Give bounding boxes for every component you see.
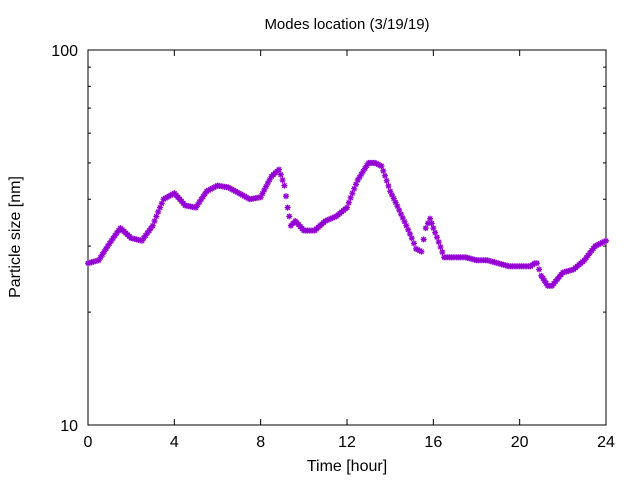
axis-ticks [87, 49, 607, 426]
data-point [281, 182, 288, 189]
x-tick-label: 16 [424, 434, 442, 451]
data-point [420, 236, 427, 243]
x-tick-label: 24 [597, 434, 615, 451]
data-point [383, 177, 390, 184]
y-tick-label: 100 [51, 43, 78, 60]
data-point [284, 204, 291, 211]
data-point [380, 167, 387, 174]
y-tick-label: 10 [60, 418, 78, 435]
data-point [433, 234, 440, 241]
chart-title: Modes location (3/19/19) [264, 16, 429, 33]
data-point [344, 204, 350, 211]
x-tick-label: 20 [511, 434, 529, 451]
data-point [533, 260, 540, 267]
data-point [427, 215, 434, 222]
data-point [422, 225, 429, 232]
x-tick-label: 12 [338, 434, 356, 451]
y-tick-labels: 10 100 [51, 43, 78, 435]
data-point [437, 243, 444, 250]
x-tick-labels: 0 4 8 12 16 20 24 [84, 434, 615, 451]
data-point [345, 199, 352, 206]
data-point [603, 237, 609, 244]
data-point [385, 182, 392, 189]
data-point [277, 171, 284, 178]
data-point [418, 248, 425, 255]
data-point [439, 249, 446, 256]
x-tick-label: 0 [84, 434, 93, 451]
data-point [410, 240, 417, 247]
x-axis-label: Time [hour] [307, 458, 387, 475]
y-axis-label: Particle size [nm] [7, 176, 24, 298]
data-points [85, 159, 609, 289]
x-tick-label: 4 [170, 434, 179, 451]
data-point [283, 193, 290, 200]
data-point [428, 220, 435, 227]
data-point [435, 239, 442, 246]
data-point [286, 213, 293, 220]
x-tick-label: 8 [256, 434, 265, 451]
data-point [149, 222, 156, 229]
data-point [536, 266, 543, 273]
data-point [408, 235, 415, 242]
data-point [347, 194, 354, 201]
data-point [279, 177, 286, 184]
data-point [432, 229, 439, 236]
plot-frame [87, 49, 607, 426]
data-point [276, 166, 283, 173]
data-point [381, 172, 388, 179]
data-point [378, 163, 385, 170]
